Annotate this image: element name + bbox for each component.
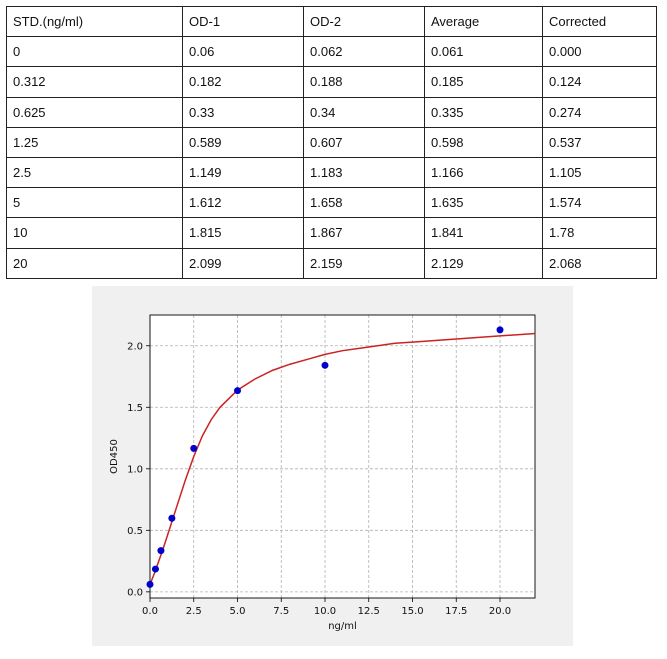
- data-point: [234, 387, 241, 395]
- table-row: 5 1.612 1.658 1.635 1.574: [6, 187, 657, 219]
- table-row: 1.25 0.589 0.607 0.598 0.537: [6, 126, 657, 158]
- y-axis-title: OD450: [109, 439, 120, 474]
- fit-curve-line: [149, 332, 536, 585]
- cell-std: 20: [6, 247, 183, 279]
- cell-od2: 0.188: [303, 66, 425, 98]
- x-tick-label: 10.0: [314, 606, 336, 617]
- x-tick-label: 2.5: [186, 606, 202, 617]
- cell-corrected: 0.000: [542, 36, 657, 68]
- cell-corrected: 0.124: [542, 66, 657, 98]
- data-point: [496, 326, 504, 334]
- cell-corrected: 1.574: [542, 187, 657, 219]
- table-row: 2.5 1.149 1.183 1.166 1.105: [6, 156, 657, 189]
- cell-od1: 2.099: [182, 247, 304, 279]
- plot-frame: [149, 314, 536, 599]
- cell-average: 0.061: [424, 36, 543, 68]
- cell-od2: 0.34: [303, 96, 425, 128]
- header-std: STD.(ng/ml): [6, 5, 183, 38]
- x-tick-label: 15.0: [401, 606, 423, 617]
- cell-std: 0.312: [6, 66, 183, 98]
- cell-od2: 1.658: [303, 187, 425, 219]
- cell-od2: 2.159: [303, 247, 425, 279]
- cell-od1: 0.06: [182, 36, 304, 68]
- cell-std: 0.625: [6, 96, 183, 128]
- cell-corrected: 2.068: [542, 247, 657, 279]
- table-row: 10 1.815 1.867 1.841 1.78: [6, 217, 657, 249]
- cell-average: 0.185: [424, 66, 543, 98]
- x-axis-title: ng/ml: [328, 621, 357, 632]
- header-corrected: Corrected: [542, 5, 657, 38]
- cell-od1: 1.149: [182, 156, 304, 189]
- cell-average: 0.598: [424, 126, 543, 158]
- y-tick-label: 1.0: [127, 464, 143, 475]
- cell-average: 1.841: [424, 217, 543, 249]
- y-tick-label: 2.0: [127, 341, 143, 352]
- cell-std: 10: [6, 217, 183, 249]
- data-point: [190, 444, 198, 452]
- cell-od2: 0.607: [303, 126, 425, 158]
- cell-od1: 0.33: [182, 96, 304, 128]
- cell-od1: 1.612: [182, 187, 304, 219]
- x-tick-label: 0.0: [142, 606, 158, 617]
- cell-std: 1.25: [6, 126, 183, 158]
- cell-std: 5: [6, 187, 183, 219]
- cell-od2: 1.867: [303, 217, 425, 249]
- cell-average: 2.129: [424, 247, 543, 279]
- cell-average: 1.166: [424, 156, 543, 189]
- standard-curve-table: STD.(ng/ml) OD-1 OD-2 Average Corrected …: [6, 5, 657, 279]
- header-od1: OD-1: [182, 5, 304, 38]
- data-point: [151, 565, 159, 573]
- y-tick-label: 1.5: [127, 403, 143, 414]
- standard-curve-chart: 0.0 2.5 5.0 7.5 10.0 12.5 15.0 17.5 20.0 0.0 0.5 1.…: [92, 286, 573, 646]
- x-tick-label: 17.5: [445, 606, 467, 617]
- table-header-row: STD.(ng/ml) OD-1 OD-2 Average Corrected: [6, 5, 657, 38]
- header-od2: OD-2: [303, 5, 425, 38]
- data-point: [146, 580, 154, 588]
- data-point: [321, 361, 329, 369]
- header-average: Average: [424, 5, 543, 38]
- cell-corrected: 1.78: [542, 217, 657, 249]
- x-tick-label: 7.5: [273, 606, 289, 617]
- cell-average: 1.635: [424, 187, 543, 219]
- table-row: 0.625 0.33 0.34 0.335 0.274: [6, 96, 657, 128]
- chart-canvas: 0.0 2.5 5.0 7.5 10.0 12.5 15.0 17.5 20.0 0.0 0.5 1.…: [109, 314, 536, 632]
- plot-area: [150, 315, 535, 598]
- cell-corrected: 1.105: [542, 156, 657, 189]
- table-row: 0.312 0.182 0.188 0.185 0.124: [6, 66, 657, 98]
- cell-corrected: 0.537: [542, 126, 657, 158]
- cell-od2: 0.062: [303, 36, 425, 68]
- cell-average: 0.335: [424, 96, 543, 128]
- cell-std: 2.5: [6, 156, 183, 189]
- x-tick-label: 20.0: [489, 606, 511, 617]
- data-point: [168, 514, 176, 522]
- table-row: 20 2.099 2.159 2.129 2.068: [6, 247, 657, 279]
- x-tick-label: 12.5: [358, 606, 380, 617]
- y-tick-label: 0.5: [127, 526, 143, 537]
- cell-od1: 0.182: [182, 66, 304, 98]
- cell-corrected: 0.274: [542, 96, 657, 128]
- cell-od1: 1.815: [182, 217, 304, 249]
- cell-od2: 1.183: [303, 156, 425, 189]
- table-row: 0 0.06 0.062 0.061 0.000: [6, 36, 657, 68]
- cell-std: 0: [6, 36, 183, 68]
- x-tick-label: 5.0: [230, 606, 246, 617]
- y-tick-label: 0.0: [127, 587, 143, 598]
- data-point: [157, 547, 165, 555]
- cell-od1: 0.589: [182, 126, 304, 158]
